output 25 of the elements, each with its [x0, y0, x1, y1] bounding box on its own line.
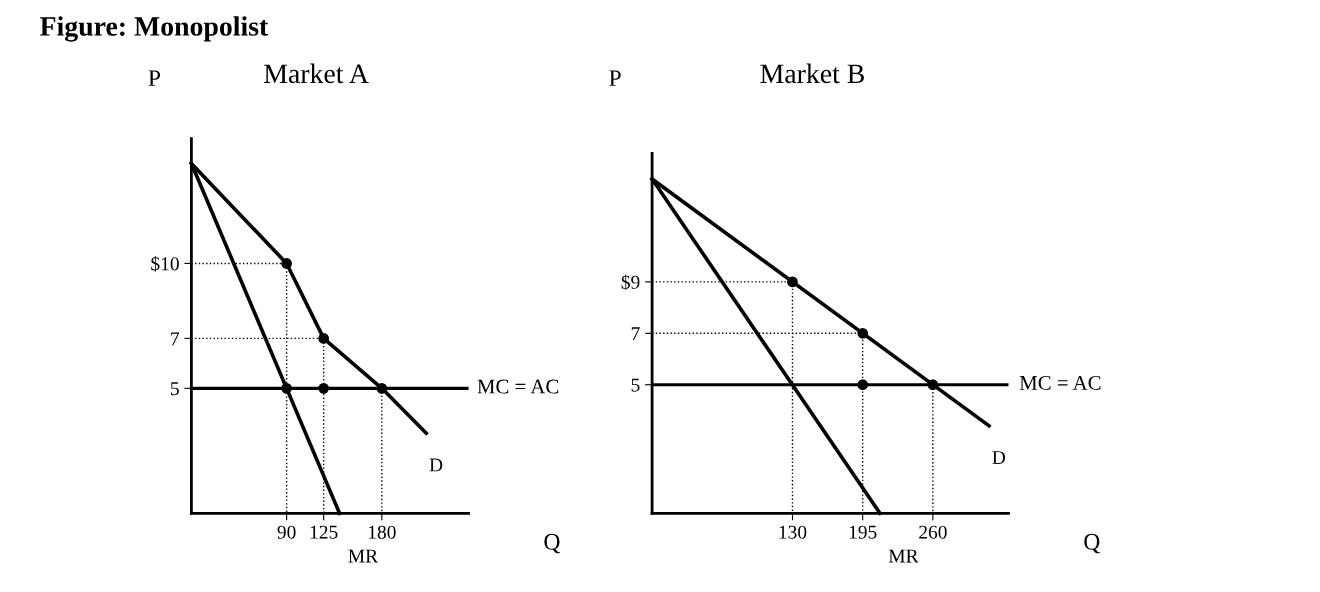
y-tick-label: 7	[171, 332, 180, 346]
x-tick-label: 195	[849, 525, 877, 539]
x-tick-label: 90	[277, 525, 296, 539]
y-tick-label: 7	[631, 327, 640, 341]
y-tick-label: 5	[171, 382, 179, 396]
annotation: D	[992, 451, 1006, 464]
y-axis-title: P	[609, 70, 621, 86]
annotation: D	[429, 458, 443, 472]
x-axis-title: Q	[1084, 533, 1100, 554]
y-tick-label: 5	[631, 378, 640, 392]
text: MR	[348, 549, 379, 563]
y-axis-title: P	[148, 70, 161, 86]
x-tick-label: 125	[310, 525, 338, 539]
y-tick-label: $9	[621, 274, 640, 291]
x-axis-title: Q	[544, 533, 561, 554]
chart-title: Market A	[264, 63, 369, 84]
ref-line-label: MC = AC	[477, 379, 559, 394]
x-tick-label: 130	[779, 525, 807, 539]
text: MR	[888, 549, 919, 563]
x-tick-label: 260	[919, 525, 947, 539]
chart-title: Market B	[760, 63, 864, 84]
text: Figure: Monopolist	[40, 16, 269, 42]
y-tick-label: $10	[151, 256, 179, 272]
ref-line-label: MC = AC	[1019, 375, 1101, 390]
x-tick-label: 180	[368, 525, 396, 539]
